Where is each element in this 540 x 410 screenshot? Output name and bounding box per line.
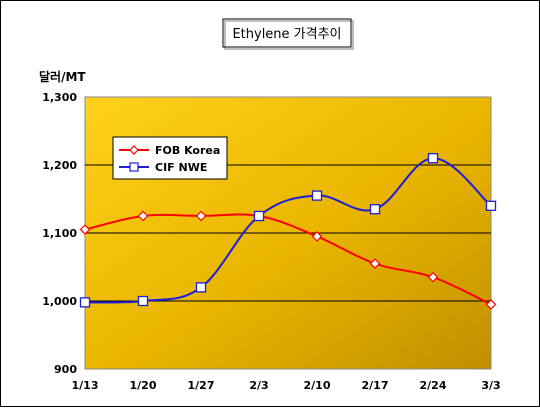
x-tick-label: 3/3	[481, 379, 500, 392]
x-tick-label: 2/10	[304, 379, 331, 392]
data-point-square	[253, 210, 265, 222]
legend-label-cif-nwe: CIF NWE	[155, 161, 207, 174]
legend-item-cif-nwe: CIF NWE	[119, 161, 207, 174]
data-point-diamond	[369, 258, 381, 269]
data-point-diamond	[427, 271, 439, 283]
series-layer	[79, 153, 497, 310]
data-point-square	[195, 282, 207, 293]
legend-item-fob-korea: FOB Korea	[119, 144, 220, 157]
x-tick-labels: 1/13 1/20 1/27 2/3 2/10 2/17 2/24 3/3	[72, 379, 501, 392]
data-point-diamond	[79, 224, 91, 235]
data-point-square	[137, 295, 149, 307]
legend-diamond-marker	[129, 145, 139, 155]
x-tick-label: 2/17	[362, 379, 389, 392]
x-tick-label: 2/24	[420, 379, 447, 392]
y-tick-label: 1,000	[42, 295, 77, 308]
data-point-square	[311, 190, 323, 201]
data-point-diamond	[195, 210, 207, 222]
chart-title-box: Ethylene 가격추이	[222, 18, 354, 50]
x-tick-label: 1/13	[72, 379, 99, 392]
y-tick-label: 900	[54, 363, 77, 376]
legend-square-marker	[129, 162, 139, 172]
series-cif-nwe	[79, 153, 497, 308]
x-tick-label: 1/27	[188, 379, 215, 392]
legend-label-fob-korea: FOB Korea	[155, 144, 220, 157]
x-tick-label: 1/20	[130, 379, 157, 392]
data-point-diamond	[137, 210, 149, 222]
x-tick-label: 2/3	[249, 379, 268, 392]
data-point-diamond	[311, 231, 323, 242]
data-point-diamond	[485, 299, 497, 310]
data-point-square	[369, 204, 381, 215]
y-tick-label: 1,300	[42, 91, 77, 104]
data-point-square	[427, 153, 439, 164]
y-tick-label: 1,200	[42, 159, 77, 172]
y-axis-label: 달러/MT	[39, 69, 86, 84]
data-point-square	[485, 200, 497, 211]
legend: FOB Korea CIF NWE	[112, 136, 228, 180]
data-point-square	[79, 297, 91, 308]
y-tick-labels: 900 1,000 1,100 1,200 1,300	[42, 91, 77, 376]
chart-title: Ethylene 가격추이	[232, 27, 341, 42]
y-tick-label: 1,100	[42, 227, 77, 240]
